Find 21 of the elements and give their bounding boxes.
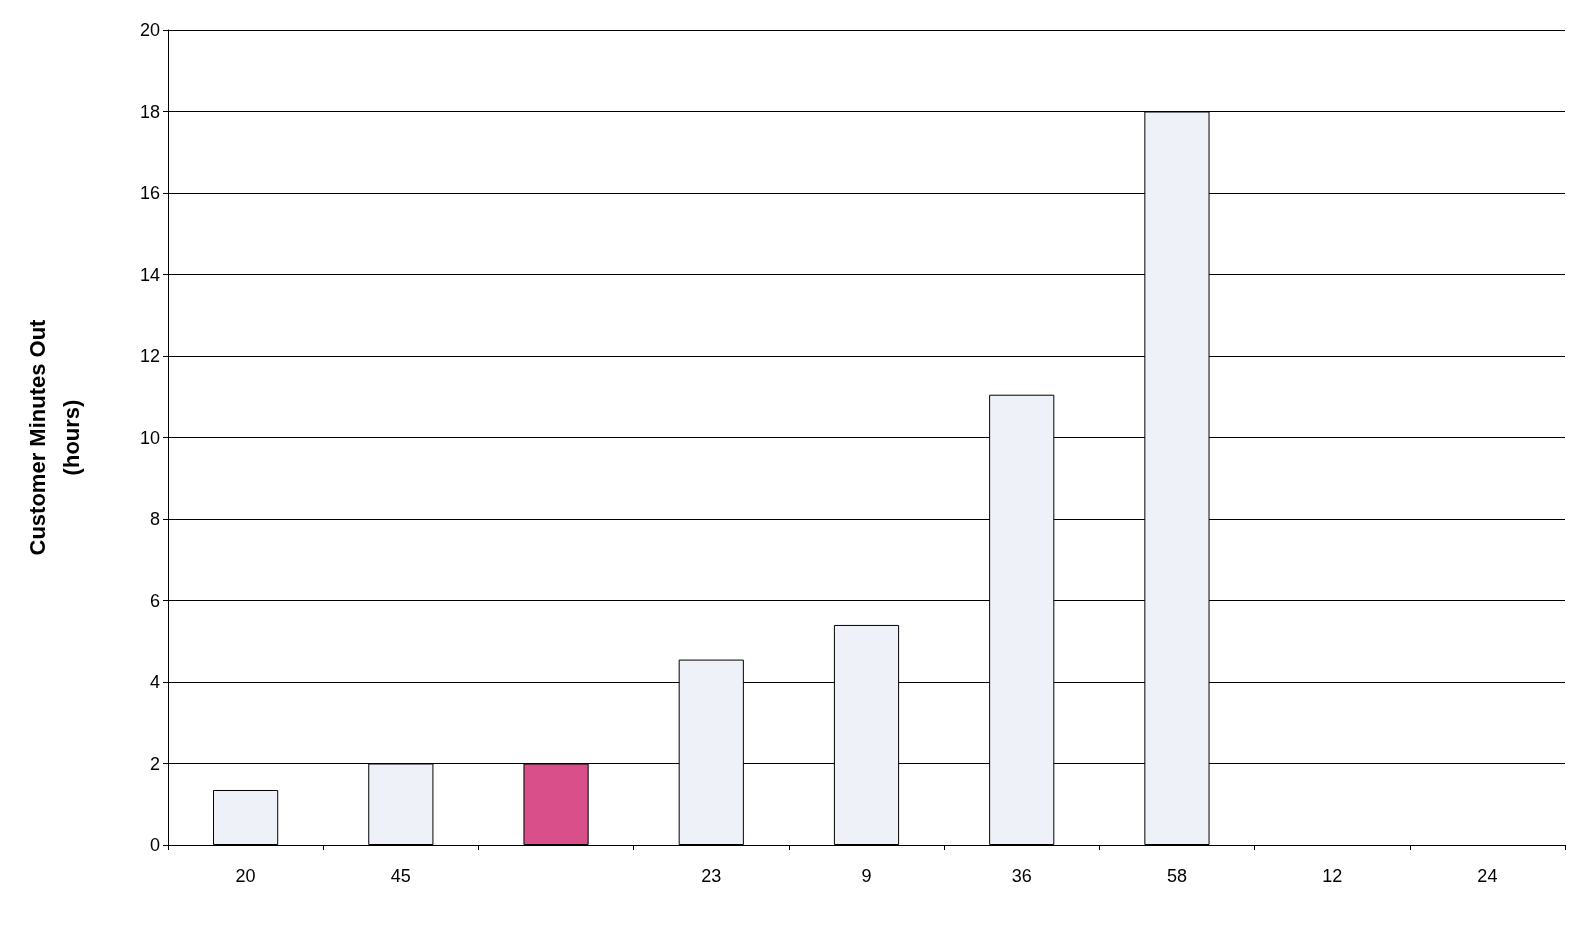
x-tick-label: 12 [1322, 866, 1343, 886]
x-tick-label: 58 [1166, 866, 1187, 886]
x-tick-label: 9 [861, 866, 872, 886]
x-tick-label: 45 [390, 866, 411, 886]
y-tick-label: 14 [139, 264, 160, 285]
y-tick-label: 12 [139, 346, 160, 366]
y-tick-label: 20 [139, 20, 160, 40]
y-tick-label: 4 [149, 672, 160, 692]
bar [213, 789, 279, 845]
y-tick-label: 0 [149, 835, 160, 855]
y-tick-label: 18 [139, 101, 160, 122]
x-tick-label: 24 [1477, 866, 1498, 886]
y-tick-label: 2 [149, 753, 160, 774]
y-tick-label: 10 [139, 427, 160, 448]
y-tick-label: 6 [149, 590, 160, 611]
y-tick-label: 16 [139, 183, 160, 203]
y-tick-label: 8 [149, 509, 160, 529]
x-tick-label: 20 [235, 866, 256, 886]
y-axis-title: Customer Minutes Out (hours) [24, 318, 84, 556]
x-tick-label: 23 [701, 866, 722, 886]
x-tick-label: 36 [1011, 866, 1032, 886]
